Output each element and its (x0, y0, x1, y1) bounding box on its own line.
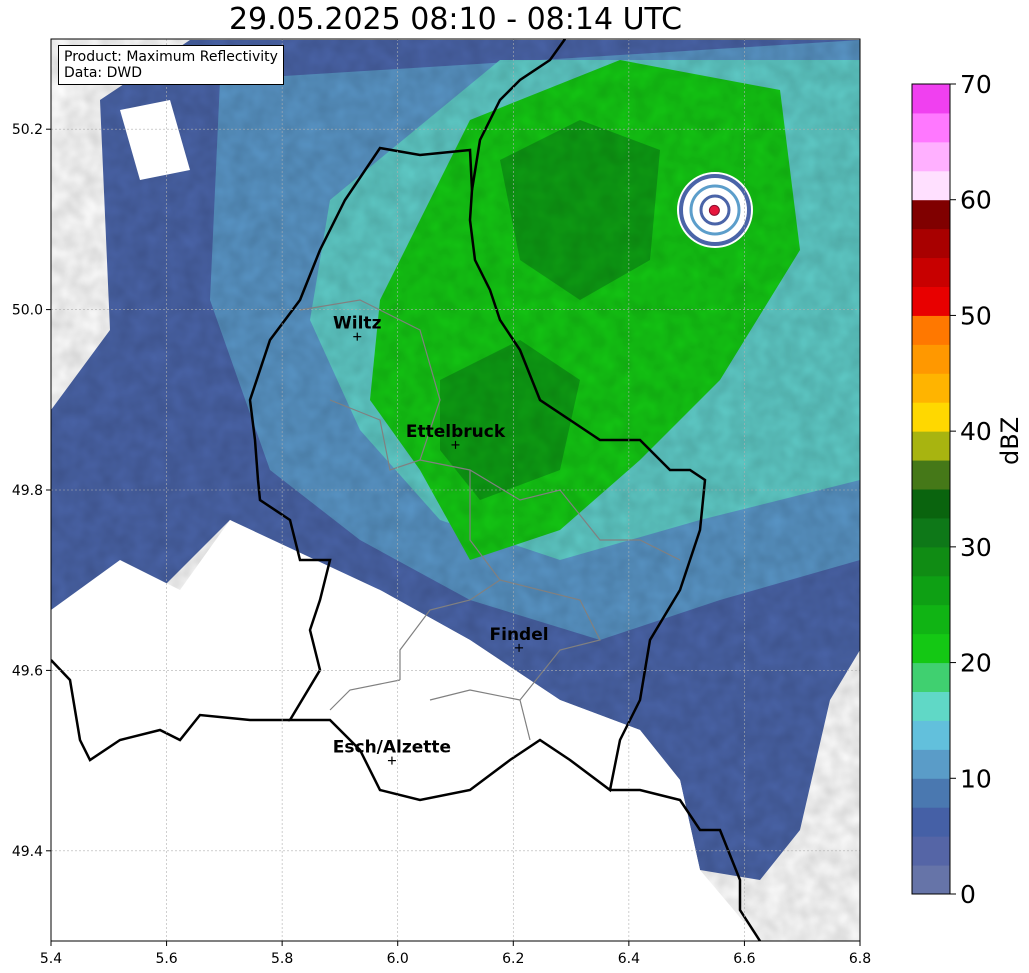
colorbar-swatch (912, 170, 950, 201)
y-tick-label: 49.4 (12, 844, 43, 860)
y-tick-label: 49.8 (12, 483, 43, 499)
x-axis: 5.4 5.6 5.8 6.0 6.2 6.4 6.6 6.8 (40, 941, 871, 967)
y-tick-label: 50.0 (12, 303, 43, 319)
colorbar-swatch (912, 662, 950, 692)
colorbar-swatch (912, 836, 950, 866)
map-title: 29.05.2025 08:10 - 08:14 UTC (228, 2, 683, 37)
city-name: Findel (490, 625, 549, 645)
colorbar-tick-label: 70 (960, 70, 992, 99)
colorbar-swatch (912, 84, 950, 114)
colorbar-swatch (912, 575, 950, 606)
y-tick-label: 49.6 (12, 663, 43, 679)
x-tick-label: 5.4 (40, 951, 62, 967)
colorbar-tick-label: 10 (960, 764, 992, 793)
colorbar-swatch (912, 112, 950, 143)
colorbar-swatch (912, 402, 950, 432)
colorbar-swatch (912, 199, 950, 230)
x-tick-label: 6.8 (849, 951, 871, 967)
colorbar-swatch (912, 489, 950, 519)
city-esch-alzette: Esch/Alzette (333, 738, 451, 765)
grid-lines (50, 39, 861, 941)
info-box: Product: Maximum Reflectivity Data: DWD (58, 45, 284, 85)
city-ettelbruck: Ettelbruck (406, 422, 506, 449)
city-name: Esch/Alzette (333, 738, 451, 758)
colorbar-swatch (912, 604, 950, 635)
germany-border-north (470, 39, 567, 191)
france-border (51, 659, 290, 762)
data-source-label: Data: DWD (64, 65, 142, 81)
colorbar-swatch (912, 865, 950, 895)
colorbar-tick-label: 50 (960, 301, 992, 330)
x-tick-label: 6.6 (733, 951, 755, 967)
echo-gap-south (51, 520, 760, 941)
reflectivity-layer (51, 39, 860, 941)
colorbar-swatch (912, 431, 950, 461)
colorbar-swatch (912, 286, 950, 316)
colorbar-swatch (912, 691, 950, 721)
x-tick-label: 5.6 (155, 951, 177, 967)
colorbar-swatch (912, 315, 950, 345)
colorbar-swatch (912, 344, 950, 374)
colorbar-swatch (912, 633, 950, 664)
colorbar-swatch (912, 460, 950, 490)
city-labels: Wiltz Ettelbruck Findel Esch/Alzette (333, 314, 549, 765)
colorbar-swatch (912, 807, 950, 837)
colorbar-swatch (912, 749, 950, 779)
colorbar-swatch (912, 778, 950, 808)
luxembourg-border (248, 146, 707, 802)
colorbar-tick-label: 30 (960, 533, 992, 562)
city-findel: Findel (490, 625, 549, 652)
city-name: Wiltz (333, 314, 382, 334)
colorbar-swatch (912, 141, 950, 172)
y-tick-label: 50.2 (12, 122, 43, 138)
echo-gap-nw (120, 100, 190, 180)
colorbar-label: dBZ (996, 416, 1024, 465)
colorbar-tick-label: 20 (960, 649, 992, 678)
colorbar-swatch (912, 517, 950, 548)
x-tick-label: 6.2 (502, 951, 524, 967)
colorbar-tick-label: 40 (960, 417, 992, 446)
x-tick-label: 6.0 (387, 951, 409, 967)
x-tick-label: 5.8 (271, 951, 293, 967)
y-axis: 49.4 49.6 49.8 50.0 50.2 (12, 122, 51, 860)
colorbar-swatch (912, 228, 950, 259)
germany-border-south (610, 788, 762, 941)
colorbar-tick-label: 0 (960, 880, 976, 909)
colorbar-swatch (912, 720, 950, 750)
x-tick-label: 6.4 (618, 951, 640, 967)
colorbar-swatch (912, 257, 950, 287)
city-name: Ettelbruck (406, 422, 506, 442)
city-wiltz: Wiltz (333, 314, 382, 341)
echo-gap-west (51, 560, 180, 700)
colorbar-tick-label: 60 (960, 186, 992, 215)
product-label: Product: Maximum Reflectivity (64, 49, 278, 65)
colorbar-swatch (912, 373, 950, 403)
radar-site-marker (708, 204, 720, 216)
colorbar-swatch (912, 546, 950, 577)
